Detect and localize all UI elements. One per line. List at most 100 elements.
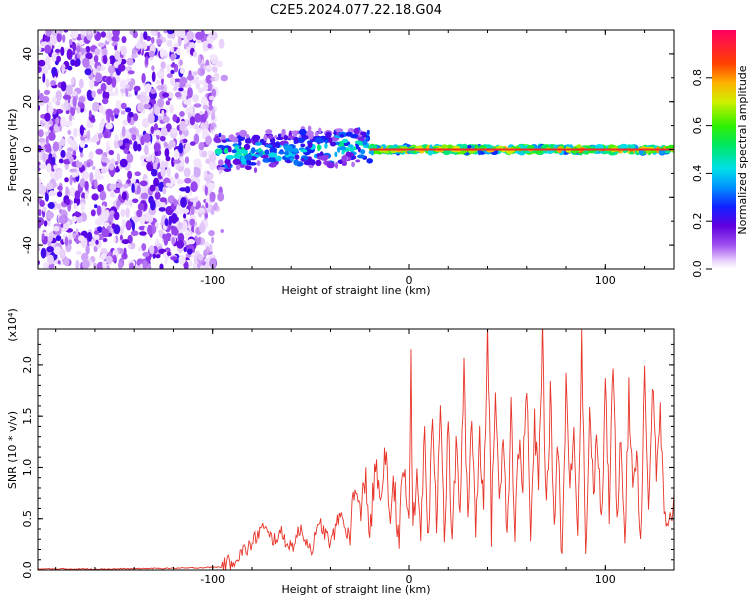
heatmap-signal-blob	[351, 161, 355, 168]
heatmap-speck	[159, 263, 164, 269]
heatmap-speck	[164, 218, 169, 227]
heatmap-speck	[93, 179, 98, 189]
heatmap-speck	[93, 245, 98, 253]
heatmap-speck	[92, 101, 100, 112]
heatmap-speck	[189, 105, 194, 115]
heatmap-speck	[102, 90, 110, 101]
heatmap-speck	[126, 57, 134, 66]
heatmap-speck	[76, 45, 81, 53]
heatmap-signal-blob	[226, 161, 232, 168]
heatmap-speck	[65, 198, 71, 206]
heatmap-speck	[196, 80, 205, 85]
heatmap-signal-blob	[294, 154, 300, 160]
heatmap-speck	[194, 134, 199, 142]
heatmap-speck	[44, 192, 49, 202]
heatmap-speck	[132, 198, 139, 204]
heatmap-signal-blob	[278, 151, 285, 155]
heatmap-speck	[181, 220, 188, 232]
heatmap-speck	[70, 77, 75, 85]
snr-x-ticks: -100 0 100	[55, 329, 646, 586]
heatmap-speck	[200, 68, 205, 75]
heatmap-speck	[65, 109, 70, 115]
heatmap-signal-blob	[227, 146, 232, 153]
heatmap-speck	[114, 50, 121, 60]
heatmap-speck	[122, 119, 128, 126]
heatmap-speck	[86, 161, 91, 168]
heatmap-speck	[103, 238, 108, 242]
heatmap-speck	[162, 233, 167, 240]
x-tick-label: -100	[200, 573, 225, 586]
heatmap-signal-blob	[264, 144, 273, 148]
heatmap-signal-blob	[354, 140, 363, 145]
heatmap-speck	[145, 55, 149, 66]
heatmap-signal-blob	[277, 133, 282, 139]
heatmap-signal-blob	[360, 149, 366, 155]
heatmap-speck	[163, 30, 168, 34]
heatmap-speck	[102, 97, 109, 105]
heatmap-speck	[160, 166, 166, 178]
heatmap-speck	[89, 78, 95, 90]
heatmap-speck	[101, 155, 107, 163]
heatmap-speck	[73, 202, 78, 210]
heatmap-signal-blob	[218, 132, 222, 138]
heatmap-speck	[85, 45, 91, 53]
heatmap-speck	[114, 44, 118, 51]
heatmap-speck	[139, 215, 146, 225]
heatmap-speck	[64, 236, 69, 247]
heatmap-speck	[127, 170, 133, 180]
heatmap-signal-blob	[236, 164, 241, 171]
y-tick-label: -20	[21, 188, 34, 206]
heatmap-signal-blob	[231, 149, 237, 154]
heatmap-speck	[127, 81, 133, 92]
heatmap-speck	[173, 198, 178, 207]
heatmap-speck	[188, 42, 196, 51]
heatmap-signal-blob	[325, 131, 332, 139]
heatmap-speck	[170, 46, 175, 53]
heatmap-speck	[173, 78, 181, 83]
heatmap-speck	[190, 181, 198, 193]
heatmap-speck	[93, 230, 100, 235]
heatmap-speck	[42, 206, 47, 212]
heatmap-speck	[167, 92, 174, 99]
heatmap-speck	[81, 252, 89, 262]
heatmap-speck	[126, 66, 131, 71]
heatmap-signal-blob	[303, 160, 313, 166]
heatmap-speck	[120, 47, 127, 56]
snr-x-label: Height of straight line (km)	[281, 583, 430, 596]
heatmap-speck	[46, 246, 54, 253]
heatmap-speck	[211, 236, 215, 244]
heatmap-speck	[166, 251, 172, 256]
heatmap-speck	[93, 55, 99, 63]
heatmap-signal-blob	[274, 135, 278, 139]
colorbar-gradient	[712, 30, 736, 269]
heatmap-signal-blob	[300, 143, 306, 148]
heatmap-speck	[45, 30, 52, 37]
heatmap-speck	[208, 153, 217, 163]
heatmap-speck	[108, 163, 115, 171]
heatmap-speck	[78, 235, 85, 242]
heatmap-speck	[166, 39, 173, 47]
heatmap-speck	[210, 31, 218, 41]
heatmap-speck	[134, 215, 140, 223]
heatmap-speck	[43, 262, 50, 267]
heatmap-speck	[38, 209, 42, 217]
heatmap-speck	[53, 123, 60, 133]
heatmap-speck	[39, 163, 47, 170]
heatmap-signal-blob	[268, 156, 277, 163]
heatmap-signal-blob	[366, 158, 374, 164]
heatmap-speck	[53, 225, 60, 232]
heatmap-speck	[113, 224, 121, 235]
heatmap-speck	[144, 144, 149, 156]
heatmap-speck	[125, 220, 132, 231]
heatmap-speck	[65, 84, 73, 96]
heatmap-speck	[82, 57, 90, 68]
heatmap-speck	[174, 149, 179, 159]
heatmap-speck	[99, 190, 107, 201]
heatmap-speck	[100, 211, 109, 222]
heatmap-speck	[171, 157, 175, 168]
heatmap-speck	[84, 191, 89, 200]
heatmap-signal-blob	[275, 141, 281, 149]
heatmap-speck	[135, 43, 143, 49]
heatmap-speck	[157, 98, 165, 108]
heatmap-speck	[54, 48, 61, 53]
